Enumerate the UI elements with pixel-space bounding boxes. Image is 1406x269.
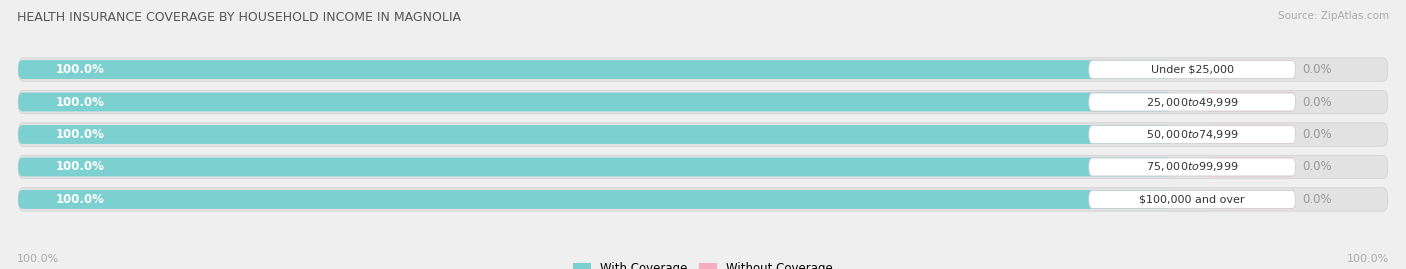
Text: $75,000 to $99,999: $75,000 to $99,999 bbox=[1146, 161, 1239, 174]
Text: 0.0%: 0.0% bbox=[1302, 193, 1331, 206]
Text: 100.0%: 100.0% bbox=[55, 128, 104, 141]
FancyBboxPatch shape bbox=[18, 158, 1171, 176]
FancyBboxPatch shape bbox=[18, 123, 1388, 146]
Text: 0.0%: 0.0% bbox=[1302, 95, 1331, 108]
Text: 100.0%: 100.0% bbox=[55, 161, 104, 174]
FancyBboxPatch shape bbox=[18, 90, 1388, 114]
FancyBboxPatch shape bbox=[1206, 190, 1295, 209]
Text: $100,000 and over: $100,000 and over bbox=[1139, 194, 1244, 204]
Text: $50,000 to $74,999: $50,000 to $74,999 bbox=[1146, 128, 1239, 141]
Text: $25,000 to $49,999: $25,000 to $49,999 bbox=[1146, 95, 1239, 108]
Text: 100.0%: 100.0% bbox=[55, 95, 104, 108]
FancyBboxPatch shape bbox=[1088, 158, 1295, 176]
FancyBboxPatch shape bbox=[18, 58, 1388, 81]
FancyBboxPatch shape bbox=[1206, 93, 1295, 111]
Text: HEALTH INSURANCE COVERAGE BY HOUSEHOLD INCOME IN MAGNOLIA: HEALTH INSURANCE COVERAGE BY HOUSEHOLD I… bbox=[17, 11, 461, 24]
Text: Under $25,000: Under $25,000 bbox=[1150, 65, 1233, 75]
FancyBboxPatch shape bbox=[1088, 190, 1295, 208]
Text: 0.0%: 0.0% bbox=[1302, 128, 1331, 141]
FancyBboxPatch shape bbox=[1088, 126, 1295, 143]
FancyBboxPatch shape bbox=[1206, 60, 1295, 79]
Text: 100.0%: 100.0% bbox=[17, 254, 59, 264]
FancyBboxPatch shape bbox=[1206, 125, 1295, 144]
Text: 0.0%: 0.0% bbox=[1302, 63, 1331, 76]
FancyBboxPatch shape bbox=[18, 155, 1388, 179]
FancyBboxPatch shape bbox=[18, 93, 1171, 111]
FancyBboxPatch shape bbox=[1088, 61, 1295, 79]
FancyBboxPatch shape bbox=[18, 60, 1171, 79]
Text: 100.0%: 100.0% bbox=[55, 63, 104, 76]
FancyBboxPatch shape bbox=[1206, 158, 1295, 176]
FancyBboxPatch shape bbox=[18, 125, 1171, 144]
Text: Source: ZipAtlas.com: Source: ZipAtlas.com bbox=[1278, 11, 1389, 21]
Legend: With Coverage, Without Coverage: With Coverage, Without Coverage bbox=[568, 258, 838, 269]
FancyBboxPatch shape bbox=[1088, 93, 1295, 111]
Text: 0.0%: 0.0% bbox=[1302, 161, 1331, 174]
Text: 100.0%: 100.0% bbox=[55, 193, 104, 206]
FancyBboxPatch shape bbox=[18, 190, 1171, 209]
Text: 100.0%: 100.0% bbox=[1347, 254, 1389, 264]
FancyBboxPatch shape bbox=[18, 188, 1388, 211]
